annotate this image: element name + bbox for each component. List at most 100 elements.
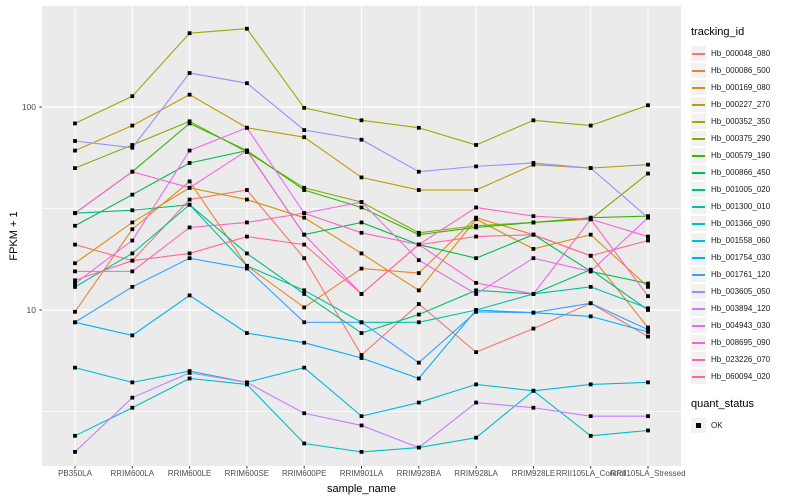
data-point <box>359 230 364 235</box>
data-point <box>130 145 135 150</box>
legend-item-label: Hb_008695_090 <box>711 338 771 347</box>
legend-item-label: Hb_001558_060 <box>711 236 771 245</box>
data-point <box>359 251 364 256</box>
legend-item-label: Hb_001005_020 <box>711 185 771 194</box>
data-point <box>130 169 135 174</box>
data-point <box>187 185 192 190</box>
legend-key-line-icon <box>691 284 706 299</box>
data-point <box>187 121 192 126</box>
data-point <box>302 135 307 140</box>
data-point <box>359 200 364 205</box>
data-point <box>416 312 421 317</box>
data-point <box>245 26 249 31</box>
data-point <box>187 31 192 36</box>
data-point <box>302 288 307 293</box>
data-point <box>73 261 77 266</box>
data-point <box>646 294 650 299</box>
data-point <box>588 314 593 319</box>
data-point <box>646 428 650 433</box>
data-point <box>646 234 650 239</box>
data-point <box>187 148 192 153</box>
data-point <box>302 232 307 237</box>
data-point <box>646 414 650 419</box>
data-point <box>245 380 249 385</box>
data-point <box>130 395 135 400</box>
data-point <box>588 217 593 222</box>
legend-item-label: Hb_000579_190 <box>711 151 771 160</box>
data-point <box>359 353 364 357</box>
legend-item-label: Hb_060094_020 <box>711 372 771 381</box>
data-point <box>646 330 650 334</box>
quant-ok-label: OK <box>711 421 723 430</box>
legend-item: Hb_001761_120 <box>691 266 799 283</box>
data-point <box>359 320 364 325</box>
data-point <box>302 411 307 416</box>
data-point <box>245 197 249 202</box>
x-tick-label: RRIM600SE <box>224 469 270 478</box>
legend-item: Hb_004943_030 <box>691 317 799 334</box>
legend-key-line-icon <box>691 63 706 78</box>
data-point <box>531 220 536 225</box>
data-point <box>302 340 307 345</box>
quant-ok-square-icon <box>691 418 706 433</box>
data-point <box>130 269 135 274</box>
legend-key-line-icon <box>691 131 706 146</box>
data-point <box>359 175 364 180</box>
data-point <box>416 288 421 293</box>
data-point <box>130 258 135 263</box>
data-point <box>531 310 536 315</box>
data-point <box>73 166 77 171</box>
data-point <box>531 405 536 410</box>
data-point <box>245 148 249 153</box>
legend-item-label: Hb_000227_270 <box>711 100 771 109</box>
legend-key-line-icon <box>691 369 706 384</box>
data-point <box>302 128 307 132</box>
data-point <box>531 292 536 296</box>
data-point <box>73 309 77 314</box>
data-point <box>359 137 364 142</box>
data-point <box>73 365 77 370</box>
data-point <box>531 388 536 393</box>
data-point <box>73 121 77 126</box>
data-point <box>588 382 593 387</box>
data-point <box>187 225 192 230</box>
data-point <box>531 214 536 219</box>
data-point <box>130 94 135 99</box>
data-point <box>302 365 307 370</box>
data-point <box>130 284 135 289</box>
data-point <box>187 161 192 165</box>
y-tick-label: 100 <box>21 102 36 112</box>
data-point <box>474 234 478 239</box>
legend-item-label: Hb_003894_120 <box>711 304 771 313</box>
data-point <box>130 208 135 213</box>
data-point <box>416 125 421 130</box>
data-point <box>359 266 364 271</box>
data-point <box>302 215 307 220</box>
data-point <box>474 225 478 230</box>
legend-item: Hb_000866_450 <box>691 164 799 181</box>
data-point <box>588 301 593 306</box>
data-point <box>416 188 421 192</box>
legend-key-line-icon <box>691 114 706 129</box>
legend-key-line-icon <box>691 267 706 282</box>
data-point <box>474 292 478 296</box>
legend: tracking_id Hb_000048_080 Hb_000086_500 Hb… <box>691 26 799 434</box>
legend-item: Hb_000048_080 <box>691 45 799 62</box>
x-tick-label: RRIM928LA <box>454 469 498 478</box>
data-point <box>302 242 307 247</box>
data-point <box>588 232 593 237</box>
data-point <box>474 256 478 261</box>
data-point <box>474 217 478 222</box>
data-point <box>302 185 307 190</box>
data-point <box>474 280 478 285</box>
data-point <box>73 148 77 153</box>
data-point <box>416 400 421 405</box>
data-point <box>646 334 650 339</box>
x-tick-label: RRIM928LE <box>511 469 556 478</box>
data-point <box>245 125 249 130</box>
data-point <box>245 81 249 86</box>
legend-key-line-icon <box>691 335 706 350</box>
data-point <box>588 123 593 128</box>
data-point <box>302 305 307 310</box>
